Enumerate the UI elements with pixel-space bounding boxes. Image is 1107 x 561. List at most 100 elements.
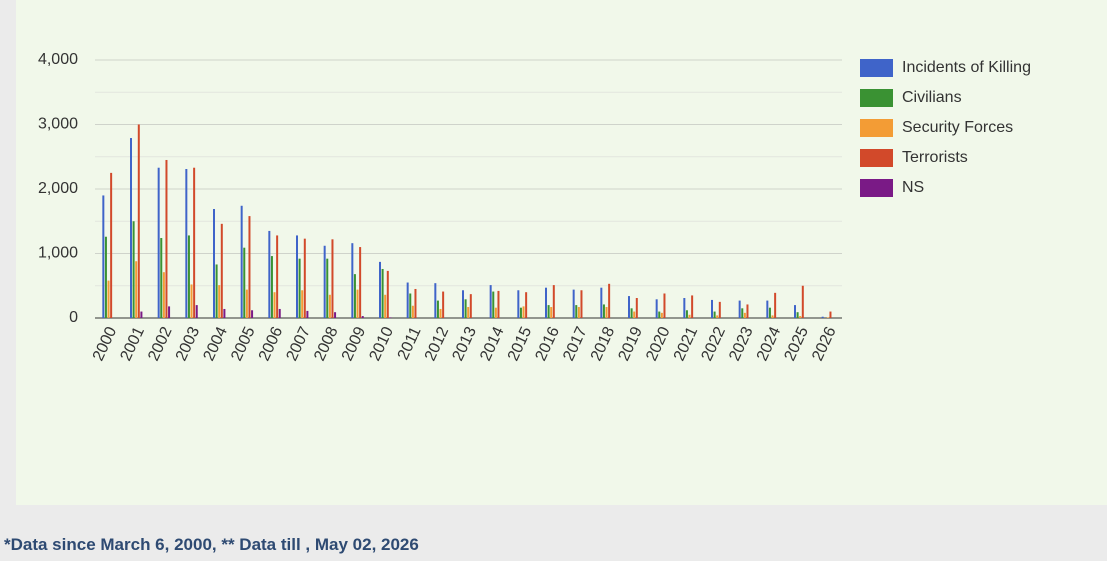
bar — [799, 316, 802, 318]
bar — [552, 285, 555, 318]
bar — [658, 311, 661, 318]
x-tick-label: 2003 — [173, 324, 204, 364]
bar — [251, 310, 254, 318]
x-tick-label: 2026 — [809, 324, 840, 364]
bar — [602, 304, 605, 318]
bar — [794, 305, 796, 318]
x-tick-label: 2017 — [560, 324, 591, 364]
bar — [406, 282, 409, 318]
legend-swatch — [860, 149, 893, 167]
x-tick-label: 2018 — [588, 324, 619, 364]
bar — [245, 289, 248, 318]
bar — [140, 311, 143, 318]
legend-label: Security Forces — [902, 119, 1013, 136]
bar — [545, 287, 547, 318]
bar — [439, 308, 442, 318]
bar — [829, 311, 832, 318]
bar — [572, 289, 575, 318]
bar — [132, 221, 135, 318]
bar — [351, 243, 354, 318]
bar — [187, 235, 190, 318]
bar — [361, 316, 364, 318]
bar — [104, 236, 107, 318]
y-tick-label: 1,000 — [38, 245, 78, 262]
bar — [713, 311, 716, 318]
bar — [746, 304, 749, 318]
legend-swatch — [860, 89, 893, 107]
bar — [160, 238, 163, 318]
bar — [550, 307, 553, 318]
bar — [522, 306, 525, 318]
bar — [190, 284, 193, 318]
x-tick-label: 2019 — [615, 324, 646, 364]
x-tick-label: 2007 — [283, 324, 314, 364]
bar — [489, 285, 492, 318]
bar — [716, 315, 719, 318]
bar — [411, 305, 414, 318]
bar — [213, 208, 215, 318]
bar — [334, 312, 337, 318]
bar — [718, 301, 721, 318]
bar — [353, 274, 356, 318]
bar — [766, 300, 769, 318]
bar — [796, 312, 799, 318]
bar — [215, 264, 218, 318]
legend-label: Civilians — [902, 89, 962, 106]
bar — [497, 290, 500, 318]
bar — [434, 283, 437, 318]
bar — [525, 292, 528, 318]
bar — [162, 272, 165, 318]
bar — [137, 124, 140, 318]
bar — [517, 290, 520, 318]
bar — [165, 159, 168, 318]
x-tick-label: 2002 — [145, 324, 176, 364]
legend-label: NS — [902, 179, 924, 196]
bar — [306, 310, 309, 318]
x-tick-label: 2020 — [643, 324, 674, 364]
bar — [494, 307, 497, 318]
bar — [268, 230, 271, 318]
bar — [633, 311, 636, 318]
bar — [326, 258, 329, 318]
bar — [278, 308, 281, 318]
bar — [821, 316, 824, 318]
bar — [248, 216, 251, 318]
bar — [738, 300, 741, 318]
y-tick-label: 2,000 — [38, 180, 78, 197]
bar — [298, 258, 301, 318]
bar — [389, 317, 392, 318]
x-tick-label: 2012 — [422, 324, 453, 364]
legend-label: Incidents of Killing — [902, 59, 1031, 76]
bar — [660, 312, 663, 318]
bar — [469, 294, 472, 318]
bar — [436, 300, 439, 318]
bar — [741, 308, 744, 318]
bar — [323, 245, 326, 318]
bar — [220, 223, 223, 318]
bar — [575, 305, 578, 318]
bar — [218, 285, 221, 318]
bar — [685, 310, 688, 318]
legend-swatch — [860, 179, 893, 197]
bar — [801, 285, 804, 318]
y-tick-label: 0 — [69, 309, 78, 326]
x-tick-label: 2004 — [200, 324, 231, 364]
bar — [270, 256, 273, 318]
bar — [273, 292, 276, 318]
bar — [683, 298, 686, 318]
bar — [826, 317, 829, 318]
bar — [135, 261, 138, 318]
bar — [102, 195, 105, 318]
x-tick-label: 2001 — [117, 324, 148, 364]
bar — [605, 307, 608, 318]
bar — [276, 235, 279, 318]
bar — [223, 308, 226, 318]
bar — [711, 299, 713, 318]
bar — [771, 315, 774, 318]
bar — [608, 283, 611, 318]
x-tick-label: 2025 — [781, 324, 812, 364]
legend-label: Terrorists — [902, 149, 968, 166]
bar — [774, 292, 777, 318]
legend-swatch — [860, 119, 893, 137]
